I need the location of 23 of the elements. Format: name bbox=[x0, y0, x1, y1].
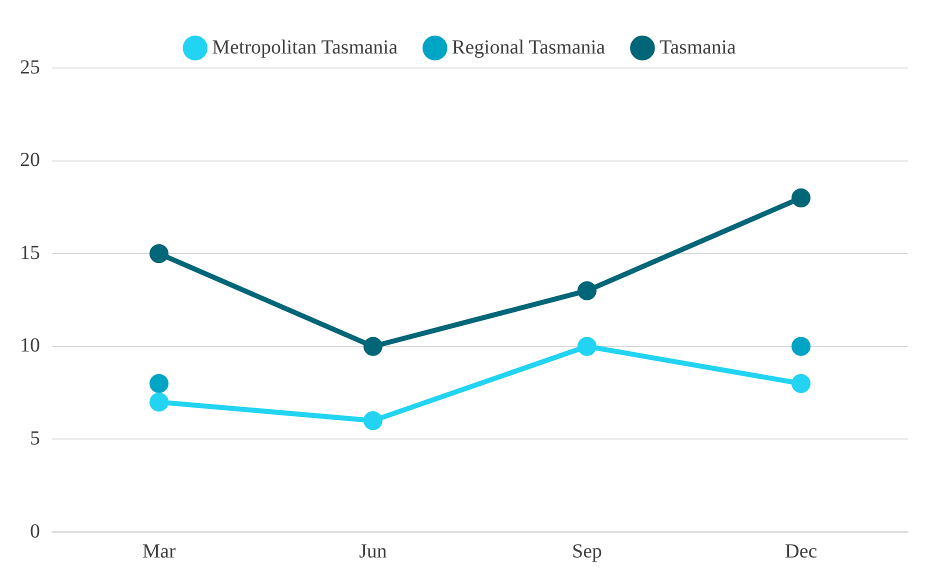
point bbox=[150, 374, 168, 394]
point bbox=[792, 336, 810, 356]
x-tick-label: Sep bbox=[572, 540, 602, 562]
y-tick-label: 15 bbox=[20, 242, 40, 264]
y-tick-label: 25 bbox=[20, 56, 40, 78]
point bbox=[364, 336, 382, 356]
x-tick-label: Dec bbox=[784, 540, 818, 562]
point bbox=[792, 188, 810, 208]
legend-label: Regional Tasmania bbox=[452, 36, 606, 58]
point bbox=[150, 244, 168, 264]
point bbox=[364, 411, 382, 430]
point bbox=[150, 392, 168, 412]
point bbox=[792, 374, 810, 394]
x-tick-label: Jun bbox=[359, 540, 387, 562]
point bbox=[578, 336, 596, 356]
legend-label: Metropolitan Tasmania bbox=[212, 36, 398, 58]
legend-label: Tasmania bbox=[659, 36, 736, 58]
x-tick-label: Mar bbox=[142, 540, 176, 562]
point bbox=[578, 281, 596, 300]
y-tick-label: 20 bbox=[20, 149, 40, 172]
y-tick-label: 0 bbox=[30, 520, 40, 542]
y-tick-label: 5 bbox=[30, 427, 40, 450]
y-tick-label: 10 bbox=[20, 334, 40, 357]
